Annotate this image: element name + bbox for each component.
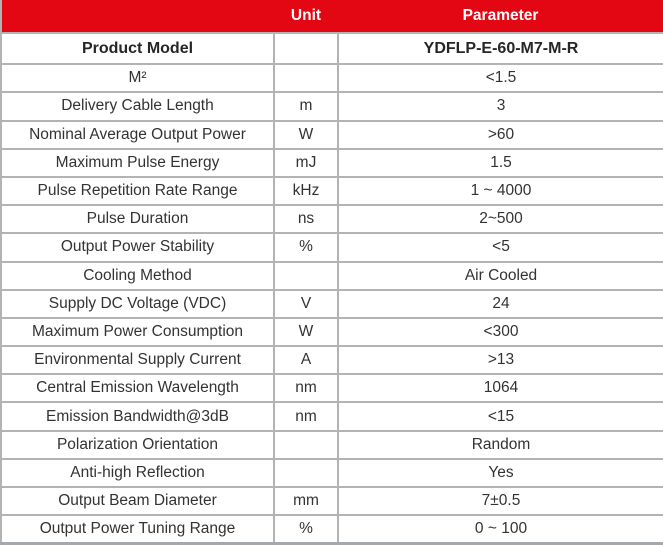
spec-name-cell: Emission Bandwidth@3dB — [0, 401, 275, 432]
table-row-cooling-method: Cooling Method Air Cooled — [0, 260, 663, 291]
spec-value-cell: Air Cooled — [337, 260, 663, 291]
spec-name-cell: Delivery Cable Length — [0, 91, 275, 122]
spec-value-cell: <5 — [337, 232, 663, 263]
spec-name-cell: Nominal Average Output Power — [0, 119, 275, 150]
spec-value-cell: 0 ~ 100 — [337, 514, 663, 545]
table-row-anti-high-reflection: Anti-high Reflection Yes — [0, 457, 663, 489]
spec-value-cell: <1.5 — [337, 63, 663, 94]
table-row-nominal-average-output-power: Nominal Average Output Power W >60 — [0, 119, 663, 150]
spec-unit-cell — [273, 457, 339, 489]
spec-unit-cell: % — [273, 232, 339, 263]
table-row-output-power-stability: Output Power Stability % <5 — [0, 232, 663, 263]
spec-value-cell: 1.5 — [337, 147, 663, 178]
spec-unit-cell: W — [273, 119, 339, 150]
spec-name-cell: Central Emission Wavelength — [0, 373, 275, 404]
spec-name-cell: Output Power Stability — [0, 232, 275, 263]
spec-name-cell: Product Model — [0, 31, 275, 66]
spec-value-cell: Yes — [337, 457, 663, 489]
spec-unit-cell: mm — [273, 486, 339, 517]
header-parameter-cell: Parameter — [338, 0, 663, 33]
spec-value-cell: <15 — [337, 401, 663, 432]
spec-name-cell: M² — [0, 63, 275, 94]
spec-name-cell: Maximum Power Consumption — [0, 316, 275, 348]
spec-unit-cell — [273, 260, 339, 291]
spec-value-cell: YDFLP-E-60-M7-M-R — [337, 31, 663, 66]
header-unit-cell: Unit — [274, 0, 338, 33]
spec-value-cell: 1064 — [337, 373, 663, 404]
table-row-m2: M² <1.5 — [0, 63, 663, 94]
spec-value-cell: >60 — [337, 119, 663, 150]
spec-name-cell: Maximum Pulse Energy — [0, 147, 275, 178]
spec-value-cell: >13 — [337, 345, 663, 376]
table-row-output-beam-diameter: Output Beam Diameter mm 7±0.5 — [0, 486, 663, 517]
table-row-output-power-tuning-range: Output Power Tuning Range % 0 ~ 100 — [0, 514, 663, 545]
spec-unit-cell: nm — [273, 373, 339, 404]
spec-unit-cell: W — [273, 316, 339, 348]
table-row-maximum-pulse-energy: Maximum Pulse Energy mJ 1.5 — [0, 147, 663, 178]
spec-unit-cell — [273, 31, 339, 66]
table-row-delivery-cable-length: Delivery Cable Length m 3 — [0, 91, 663, 122]
table-row-polarization-orientation: Polarization Orientation Random — [0, 429, 663, 460]
spec-unit-cell: A — [273, 345, 339, 376]
spec-name-cell: Polarization Orientation — [0, 429, 275, 460]
spec-unit-cell: kHz — [273, 175, 339, 207]
spec-name-cell: Environmental Supply Current — [0, 345, 275, 376]
spec-value-cell: 24 — [337, 288, 663, 319]
table-row-product-model: Product Model YDFLP-E-60-M7-M-R — [0, 31, 663, 66]
table-row-environmental-supply-current: Environmental Supply Current A >13 — [0, 345, 663, 376]
spec-name-cell: Pulse Repetition Rate Range — [0, 175, 275, 207]
table-row-emission-bandwidth-3db: Emission Bandwidth@3dB nm <15 — [0, 401, 663, 432]
table-row-maximum-power-consumption: Maximum Power Consumption W <300 — [0, 316, 663, 348]
spec-unit-cell: ns — [273, 204, 339, 235]
spec-unit-cell: % — [273, 514, 339, 545]
spec-name-cell: Cooling Method — [0, 260, 275, 291]
header-row: Unit Parameter — [1, 0, 663, 33]
spec-name-cell: Output Power Tuning Range — [0, 514, 275, 545]
spec-unit-cell: mJ — [273, 147, 339, 178]
header-model-cell — [1, 0, 274, 33]
spec-value-cell: 1 ~ 4000 — [337, 175, 663, 207]
spec-value-cell: 7±0.5 — [337, 486, 663, 517]
spec-value-cell: Random — [337, 429, 663, 460]
spec-value-cell: 3 — [337, 91, 663, 122]
spec-value-cell: <300 — [337, 316, 663, 348]
spec-name-cell: Pulse Duration — [0, 204, 275, 235]
spec-unit-cell: V — [273, 288, 339, 319]
spec-name-cell: Output Beam Diameter — [0, 486, 275, 517]
spec-name-cell: Anti-high Reflection — [0, 457, 275, 489]
spec-value-cell: 2~500 — [337, 204, 663, 235]
spec-name-cell: Supply DC Voltage (VDC) — [0, 288, 275, 319]
spec-unit-cell — [273, 63, 339, 94]
spec-unit-cell: nm — [273, 401, 339, 432]
table-row-supply-dc-voltage: Supply DC Voltage (VDC) V 24 — [0, 288, 663, 319]
table-row-pulse-duration: Pulse Duration ns 2~500 — [0, 204, 663, 235]
spec-unit-cell — [273, 429, 339, 460]
table-row-central-emission-wavelength: Central Emission Wavelength nm 1064 — [0, 373, 663, 404]
table-row-pulse-repetition-rate-range: Pulse Repetition Rate Range kHz 1 ~ 4000 — [0, 175, 663, 207]
spec-unit-cell: m — [273, 91, 339, 122]
